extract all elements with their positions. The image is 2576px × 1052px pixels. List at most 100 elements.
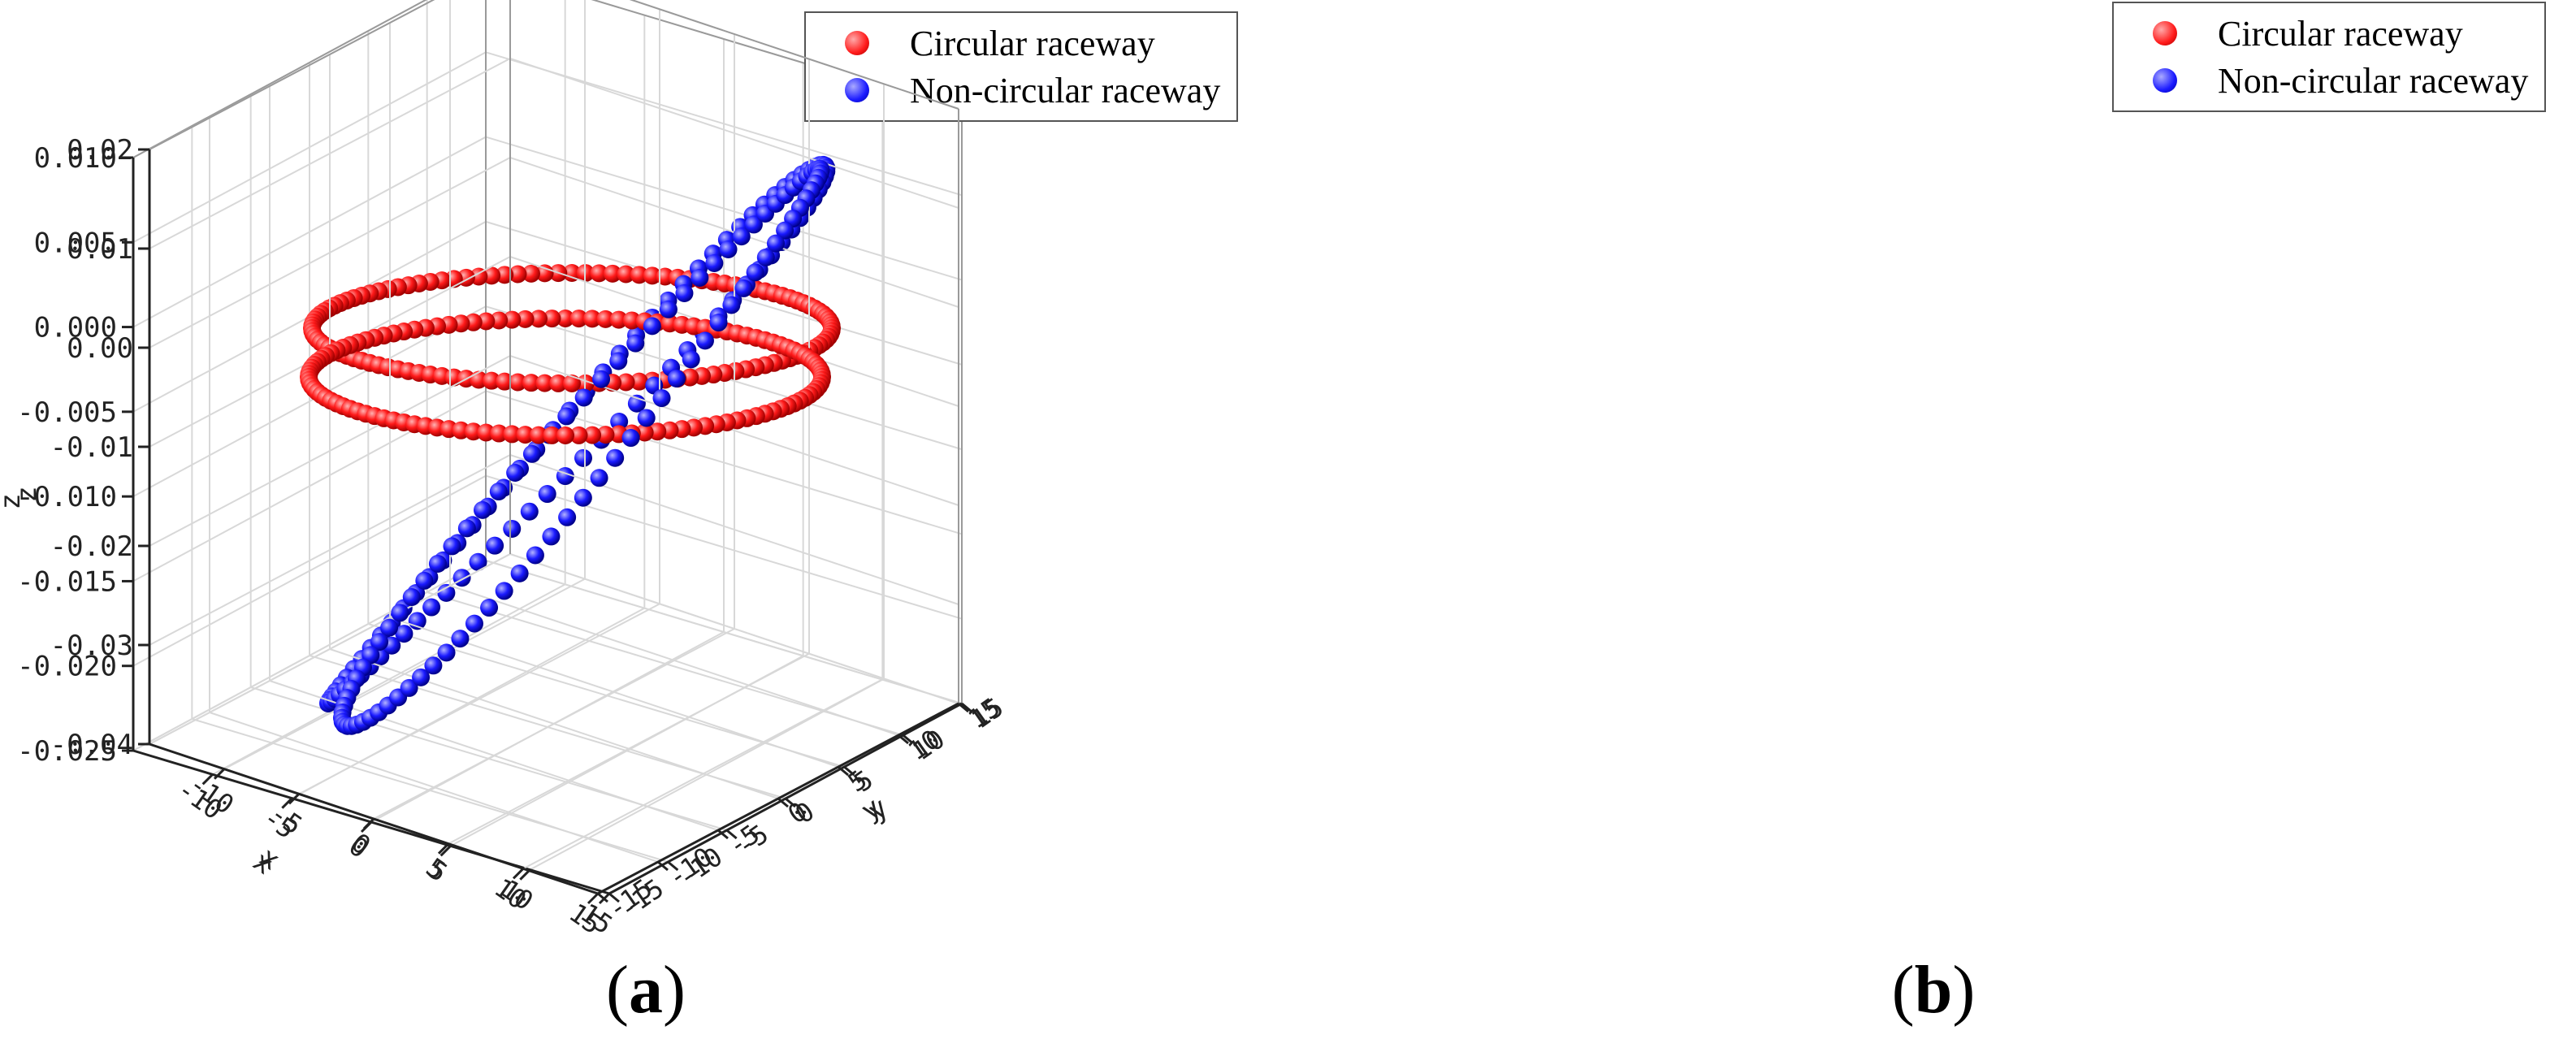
legend-marker-noncircular	[2153, 68, 2177, 93]
axes-group: -0.04-0.03-0.02-0.010.000.010.02z-10 -505…	[11, 0, 1006, 941]
circular-raceway-point	[590, 264, 608, 283]
circular-raceway-point	[496, 266, 514, 284]
circular-raceway-point	[490, 424, 509, 443]
circular-raceway-point	[596, 310, 615, 328]
legend-entry-circular: Circular raceway	[820, 19, 1220, 67]
noncircular-raceway-point	[489, 483, 508, 501]
noncircular-raceway-point	[457, 519, 476, 538]
floor-grid-line	[329, 648, 779, 799]
chart-a-plot: -0.025 -0.020 -0.015 -0.010 -0.005 0.000 0.005…	[0, 0, 1009, 941]
noncircular-raceway-point	[452, 569, 471, 587]
noncircular-raceway-point	[495, 582, 513, 600]
noncircular-raceway-point	[522, 444, 541, 463]
noncircular-raceway-point	[370, 633, 389, 652]
noncircular-raceway-point	[526, 546, 544, 565]
x-tick-mark	[201, 773, 214, 786]
noncircular-raceway-point	[691, 269, 709, 288]
wall-grid-line	[132, 474, 963, 667]
y-tick-mark	[717, 829, 729, 840]
circular-raceway-point	[583, 310, 602, 328]
noncircular-raceway-point	[415, 571, 434, 590]
circular-raceway-point	[643, 266, 661, 285]
y-tick-mark	[958, 702, 969, 713]
noncircular-raceway-point	[428, 554, 447, 573]
noncircular-raceway-point	[626, 334, 645, 353]
z-tick-label: -0.01	[50, 431, 133, 464]
z-tick-label: 0.005	[34, 227, 117, 259]
circular-raceway-point	[516, 426, 535, 444]
circular-raceway-point	[556, 310, 574, 327]
noncircular-raceway-point	[766, 234, 785, 253]
noncircular-raceway-point	[705, 253, 724, 272]
chart-panel-b: -0.04 -0.03 -0.02 -0.01 0.00 0.01 0.02 z -10 -5 0 5…	[11, 0, 2576, 1052]
noncircular-raceway-point	[610, 413, 629, 431]
circular-raceway-point	[529, 426, 548, 444]
circular-raceway-point	[490, 311, 509, 330]
circular-raceway-point	[609, 310, 628, 329]
circular-raceway-point	[522, 374, 540, 392]
circular-raceway-point	[617, 373, 635, 392]
z-tick-label: -0.020	[17, 651, 117, 683]
noncircular-raceway-point	[473, 500, 491, 519]
noncircular-raceway-point	[465, 614, 483, 633]
noncircular-raceway-point	[557, 407, 576, 426]
floor-grid-line	[449, 585, 899, 736]
noncircular-raceway-point	[756, 248, 775, 266]
circular-raceway-point	[522, 264, 540, 283]
legend-label-circular: Circular raceway	[2218, 13, 2463, 54]
y-tick-mark	[785, 797, 796, 808]
noncircular-raceway-point	[380, 618, 399, 637]
circular-raceway-point	[503, 425, 522, 444]
noncircular-raceway-point	[744, 215, 763, 234]
noncircular-raceway-point	[643, 317, 661, 336]
y-tick-mark	[838, 765, 849, 777]
noncircular-raceway-point	[486, 536, 504, 555]
z-tick-label: -0.02	[50, 530, 133, 563]
x-tick-mark	[439, 845, 452, 857]
z-tick-label: -0.015	[17, 565, 117, 598]
circular-raceway-point	[516, 310, 535, 328]
noncircular-raceway-point	[590, 469, 608, 487]
z-axis-label: z	[11, 486, 43, 502]
noncircular-raceway-point	[400, 678, 418, 697]
legend-label-noncircular: Non-circular raceway	[2218, 60, 2529, 101]
circular-raceway-point	[529, 310, 548, 328]
y-tick-mark	[961, 702, 972, 713]
noncircular-raceway-point	[776, 221, 794, 240]
noncircular-raceway-point	[682, 350, 700, 369]
noncircular-raceway-point	[732, 227, 751, 246]
noncircular-raceway-point	[667, 370, 686, 388]
noncircular-raceway-point	[542, 527, 561, 546]
z-tick-label: 0.010	[34, 142, 117, 175]
y-tick-mark	[667, 860, 679, 872]
wall-grid-line	[132, 136, 963, 328]
circular-raceway-point	[630, 266, 648, 284]
noncircular-raceway-point	[659, 300, 678, 318]
z-tick-label: 0.00	[67, 332, 133, 365]
noncircular-raceway-point	[422, 598, 441, 617]
x-tick-mark	[512, 868, 525, 880]
chart-b-plot: -0.04-0.03-0.02-0.010.000.010.02z-10 -505…	[11, 0, 1006, 941]
legend-marker-noncircular	[845, 78, 869, 102]
circular-raceway-point	[483, 371, 501, 390]
noncircular-raceway-point	[652, 389, 671, 408]
circular-raceway-point	[569, 426, 588, 444]
y-tick-mark	[898, 734, 909, 745]
noncircular-raceway-point	[695, 331, 714, 350]
x-tick-mark	[362, 817, 375, 830]
legend-entry-noncircular: Non-circular raceway	[2128, 57, 2528, 104]
circular-raceway-point	[543, 310, 561, 328]
noncircular-raceway-point	[558, 508, 577, 526]
noncircular-raceway-point	[722, 296, 741, 314]
y-tick-mark	[843, 765, 855, 777]
z-tick-label: -0.03	[50, 630, 133, 662]
noncircular-raceway-point	[574, 388, 593, 407]
noncircular-raceway-point	[746, 263, 764, 282]
noncircular-raceway-point	[510, 564, 529, 582]
noncircular-raceway-point	[637, 409, 656, 427]
y-tick-mark	[725, 829, 738, 840]
noncircular-raceway-point	[574, 448, 593, 467]
circular-raceway-point	[509, 265, 527, 284]
z-tick-label: -0.04	[50, 729, 133, 761]
circular-raceway-point	[563, 264, 581, 282]
